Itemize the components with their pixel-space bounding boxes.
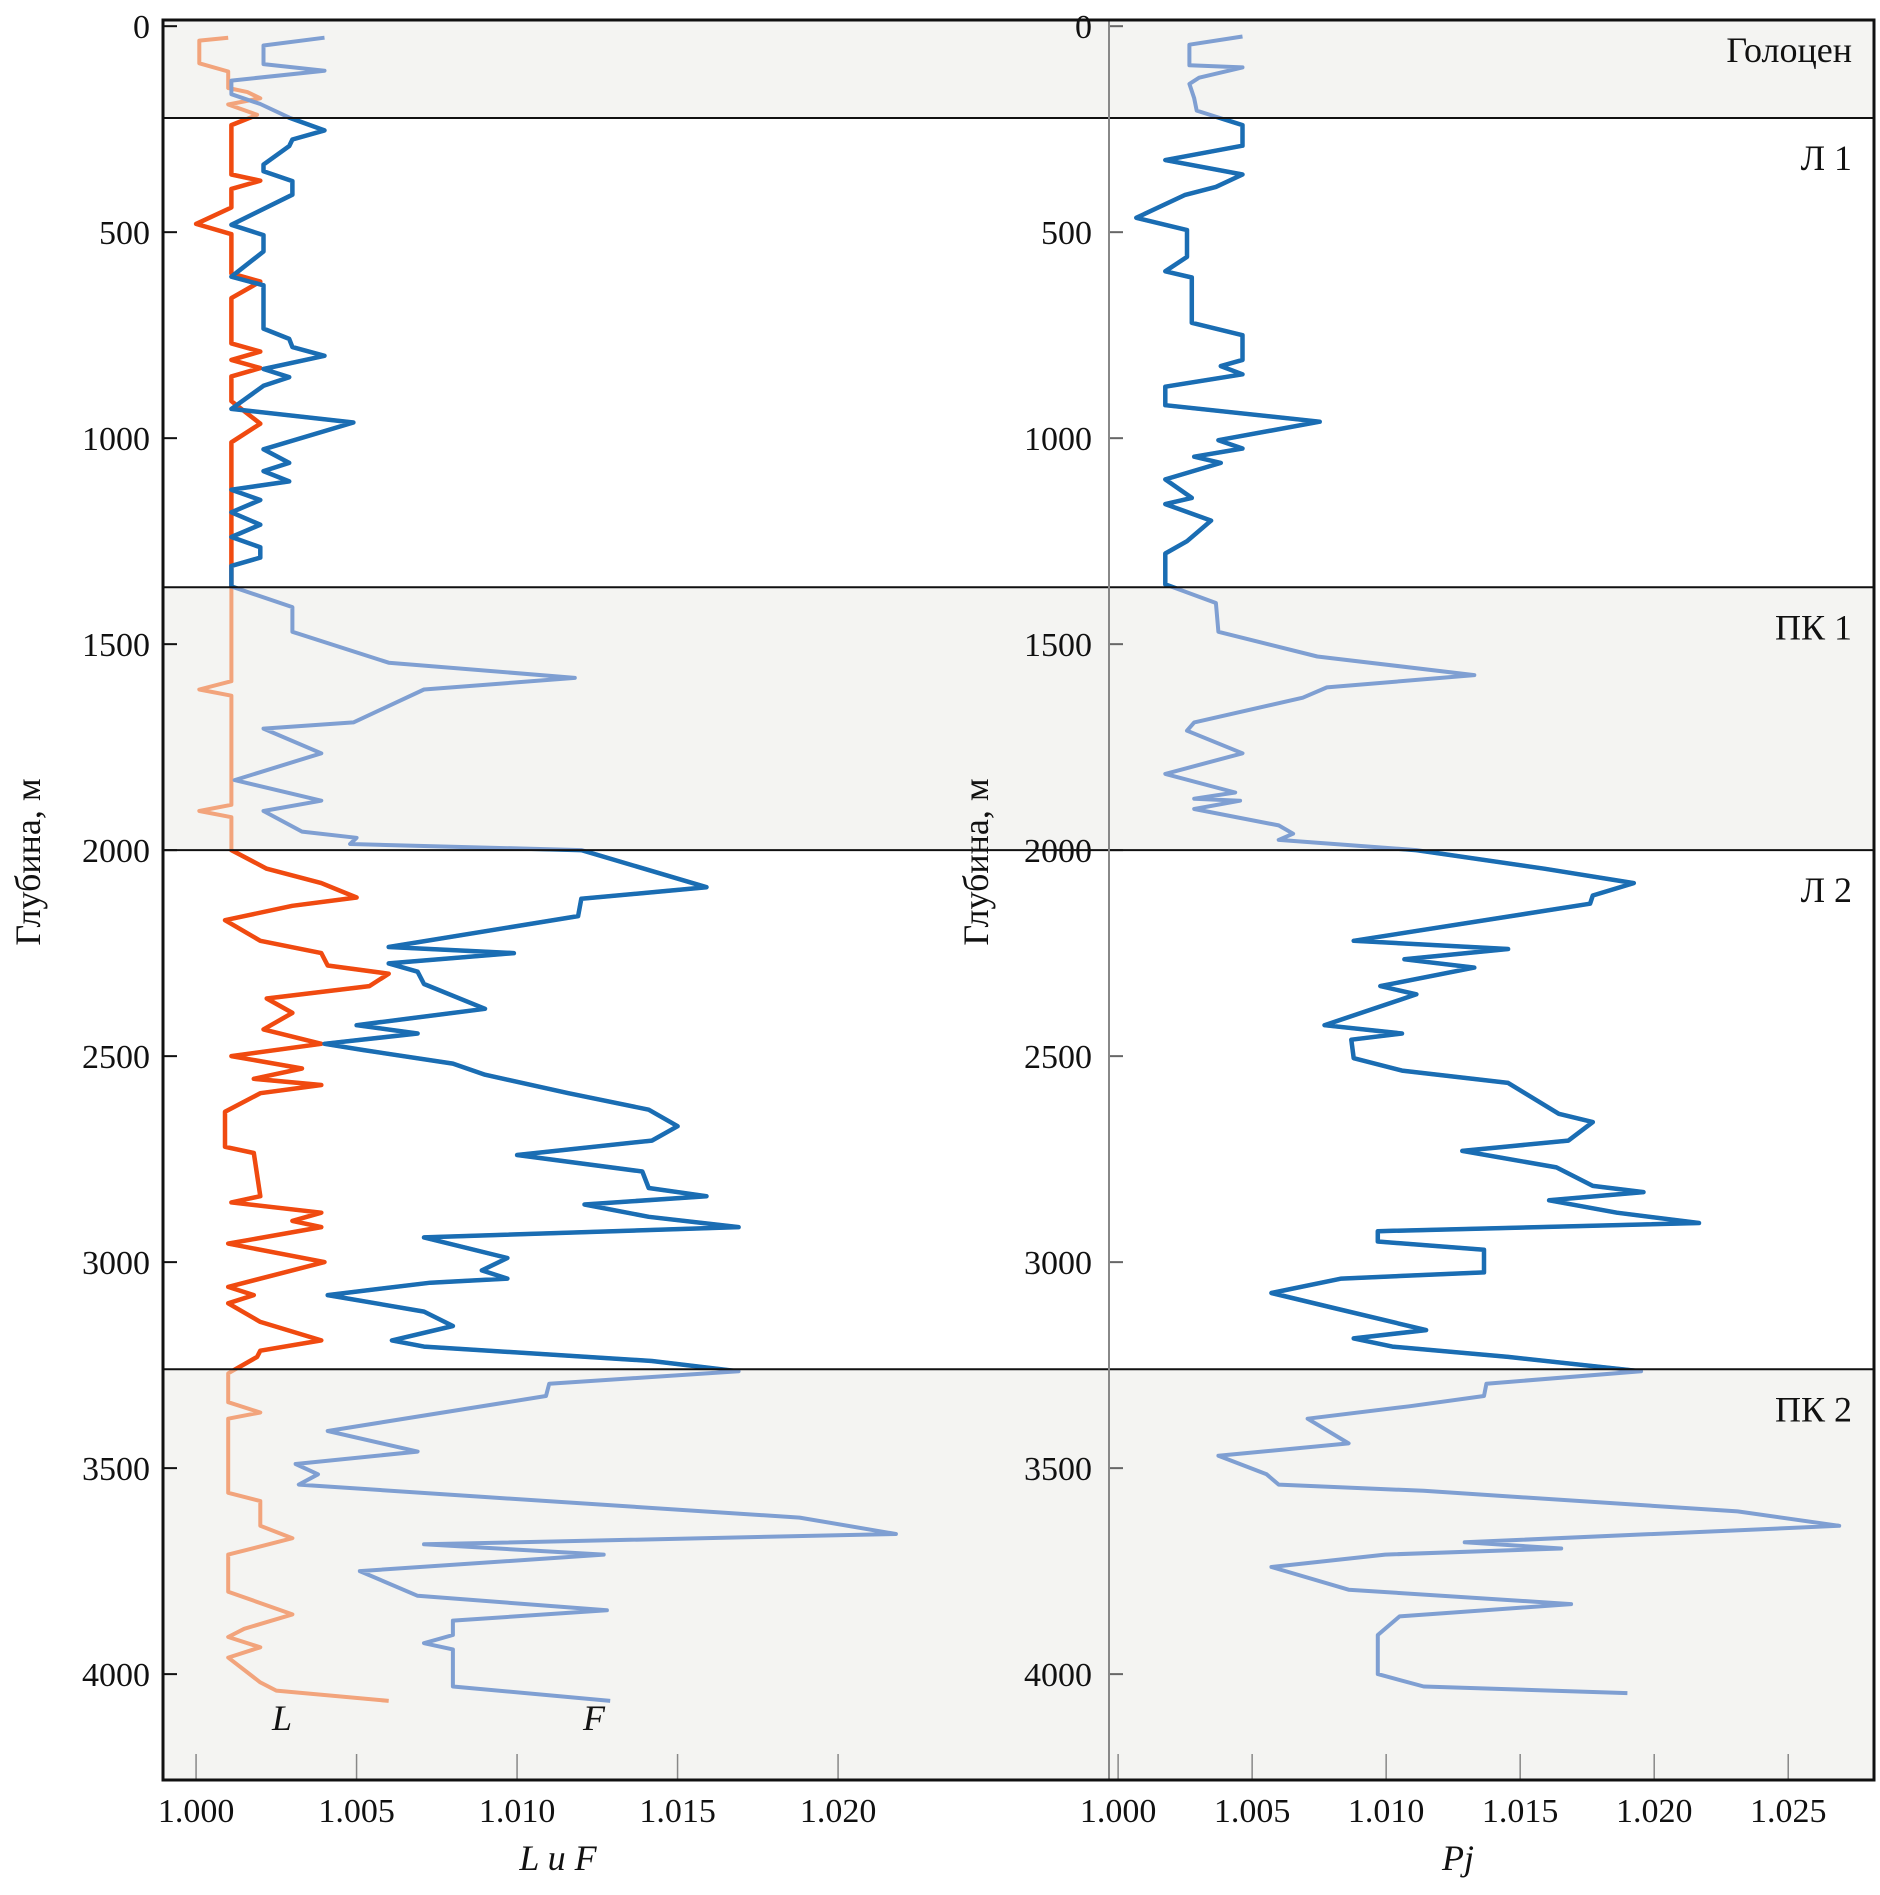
x-axis-title-left: L и F <box>518 1838 597 1878</box>
x-tick-label: 1.020 <box>800 1793 877 1830</box>
x-tick-label: 1.005 <box>1214 1793 1291 1830</box>
frame-layer <box>161 18 1876 1782</box>
x-tick-label: 1.000 <box>1080 1793 1157 1830</box>
x-tick-label: 1.000 <box>158 1793 235 1830</box>
y-tick-label: 4000 <box>82 1657 150 1694</box>
y-tick-label: 1500 <box>1024 627 1092 664</box>
zone-label: ПК 1 <box>1775 607 1852 647</box>
y-tick-label: 3500 <box>82 1451 150 1488</box>
y-tick-label: 1500 <box>82 627 150 664</box>
y-tick-label: 2500 <box>1024 1039 1092 1076</box>
zone-shade-4 <box>163 1369 1874 1780</box>
y-tick-label: 4000 <box>1024 1657 1092 1694</box>
series-pj-line <box>1134 118 1842 1370</box>
y-tick-label: 3000 <box>1024 1245 1092 1282</box>
series-label-l: L <box>271 1698 292 1738</box>
y-tick-label: 1000 <box>82 421 150 458</box>
zone-label: Л 1 <box>1801 138 1852 178</box>
y-tick-label: 2000 <box>1024 833 1092 870</box>
x-tick-label: 1.015 <box>1482 1793 1559 1830</box>
y-tick-label: 2500 <box>82 1039 150 1076</box>
series-l-line <box>193 118 391 1370</box>
x-tick-label: 1.010 <box>479 1793 556 1830</box>
x-tick-label: 1.010 <box>1348 1793 1425 1830</box>
series-label-f: F <box>582 1698 606 1738</box>
zone-label: Л 2 <box>1801 870 1852 910</box>
zone-label: ПК 2 <box>1775 1389 1852 1429</box>
plot-frame <box>161 18 1876 1782</box>
y-axis-title-right: Глубина, м <box>956 778 996 945</box>
zones-layer <box>163 20 1874 1780</box>
lines-layer <box>193 34 1842 1703</box>
x-tick-label: 1.005 <box>318 1793 395 1830</box>
y-tick-label: 3000 <box>82 1245 150 1282</box>
series-f-line <box>229 118 899 1370</box>
panel-lines-0 <box>193 35 899 1703</box>
y-tick-label: 500 <box>99 215 150 252</box>
x-tick-label: 1.025 <box>1750 1793 1827 1830</box>
panel-lines-1 <box>1134 34 1842 1696</box>
x-axis-title-right: Pj <box>1441 1838 1474 1878</box>
y-tick-label: 1000 <box>1024 421 1092 458</box>
y-tick-label: 2000 <box>82 833 150 870</box>
labels-layer: Голоцен Л 1 ПК 1 Л 2 ПК 2 1.000 1.005 1.010 1.01… <box>82 9 1852 1830</box>
x-tick-label: 1.015 <box>639 1793 716 1830</box>
y-axis-title-left: Глубина, м <box>8 778 48 945</box>
y-tick-label: 0 <box>133 9 150 46</box>
zone-shade-0 <box>163 20 1874 119</box>
y-tick-label: 0 <box>1075 9 1092 46</box>
y-tick-label: 3500 <box>1024 1451 1092 1488</box>
x-tick-label: 1.020 <box>1616 1793 1693 1830</box>
y-tick-label: 500 <box>1041 215 1092 252</box>
zone-shade-2 <box>163 587 1874 851</box>
zone-label: Голоцен <box>1726 30 1852 70</box>
